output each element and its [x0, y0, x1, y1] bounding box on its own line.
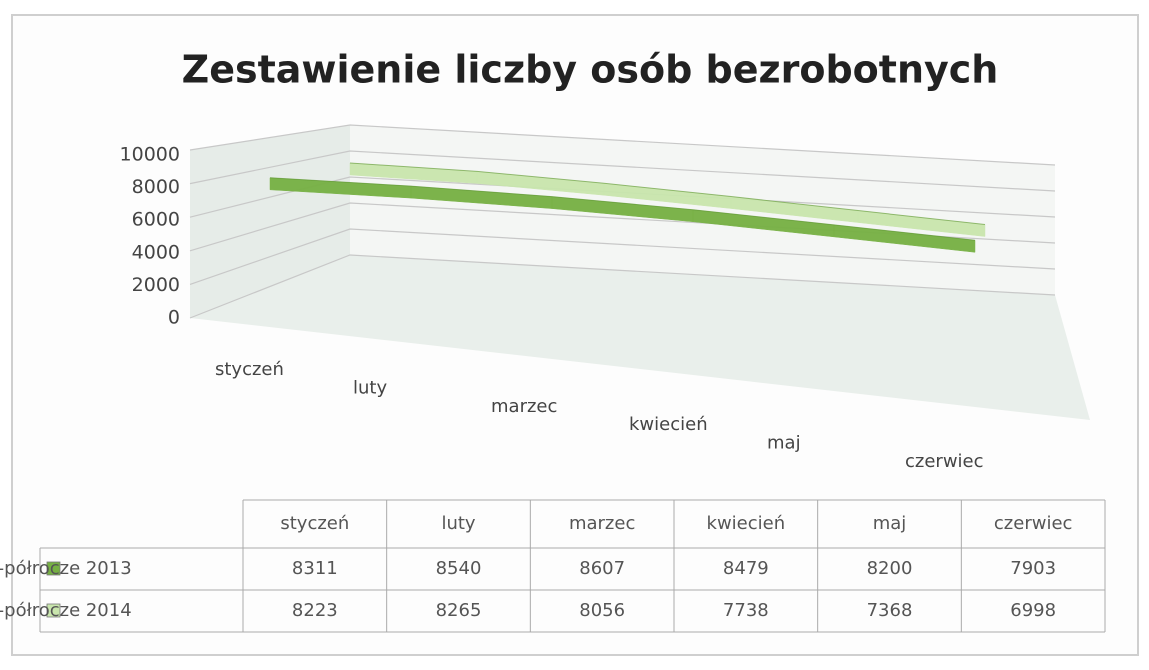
series-line [349, 162, 986, 226]
y-tick-label: 8000 [132, 176, 180, 198]
table-value: 7903 [1010, 558, 1056, 579]
table-header: luty [441, 513, 475, 534]
table-value: 8540 [436, 558, 482, 579]
table-header: styczeń [280, 513, 349, 534]
legend-label: I-półrocze 2014 [0, 600, 132, 621]
table-value: 8056 [579, 600, 625, 621]
y-tick-label: 2000 [132, 274, 180, 296]
y-tick-label: 6000 [132, 209, 180, 231]
floor [190, 255, 1090, 420]
table-header: kwiecień [707, 513, 786, 534]
side-wall [190, 125, 350, 318]
x-tick-label: maj [767, 433, 801, 454]
back-wall [350, 125, 1055, 295]
x-tick-label: kwiecień [629, 414, 708, 435]
y-tick-label: 10000 [120, 144, 180, 166]
table-header: marzec [569, 513, 635, 534]
grid-line [189, 124, 1056, 166]
legend-swatch [46, 561, 61, 576]
table-value: 8223 [292, 600, 338, 621]
y-tick-label: 4000 [132, 241, 180, 263]
grid-line [189, 228, 1056, 285]
table-value: 7738 [723, 600, 769, 621]
table-value: 8200 [867, 558, 913, 579]
table-header: czerwiec [994, 513, 1073, 534]
x-tick-label: czerwiec [905, 451, 984, 472]
series-line [269, 177, 976, 241]
grid-line [189, 254, 1056, 319]
y-tick-label: 0 [168, 307, 180, 329]
grid-line [189, 150, 1056, 192]
x-tick-label: marzec [491, 396, 557, 417]
table-value: 7368 [867, 600, 913, 621]
chart-title: Zestawienie liczby osób bezrobotnych [182, 48, 999, 92]
legend-label: I-półrocze 2013 [0, 558, 132, 579]
x-tick-label: styczeń [215, 359, 284, 380]
table-value: 6998 [1010, 600, 1056, 621]
grid-line [189, 176, 1056, 218]
table-value: 8311 [292, 558, 338, 579]
table-value: 8479 [723, 558, 769, 579]
x-tick-label: luty [353, 377, 387, 398]
table-value: 8265 [436, 600, 482, 621]
legend-swatch [46, 603, 61, 618]
table-header: maj [873, 513, 907, 534]
table-value: 8607 [579, 558, 625, 579]
